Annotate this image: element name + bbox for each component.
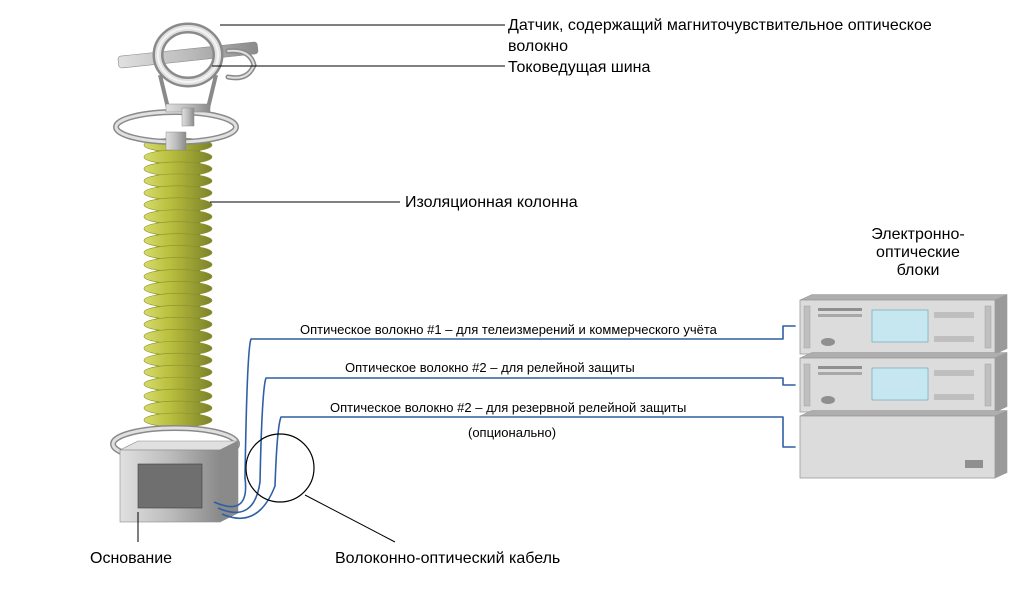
- fiber3-label: Оптическое волокно #2 – для резервной ре…: [330, 400, 686, 415]
- fo-cable-label: Волоконно-оптический кабель: [335, 550, 560, 568]
- insulator-label: Изоляционная колонна: [405, 194, 578, 212]
- diagram-canvas: [0, 0, 1035, 589]
- optional-label: (опционально): [468, 425, 556, 440]
- fiber2-label: Оптическое волокно #2 – для релейной защ…: [345, 360, 635, 375]
- fiber1-label: Оптическое волокно #1 – для телеизмерени…: [300, 322, 717, 337]
- blocks-title: Электронно- оптические блоки: [838, 226, 998, 280]
- base-label: Основание: [90, 550, 172, 568]
- sensor-label-line1: Датчик, содержащий магниточувствительное…: [508, 17, 932, 35]
- sensor-label-line2: волокно: [508, 38, 568, 56]
- busbar-label: Токоведущая шина: [508, 59, 650, 77]
